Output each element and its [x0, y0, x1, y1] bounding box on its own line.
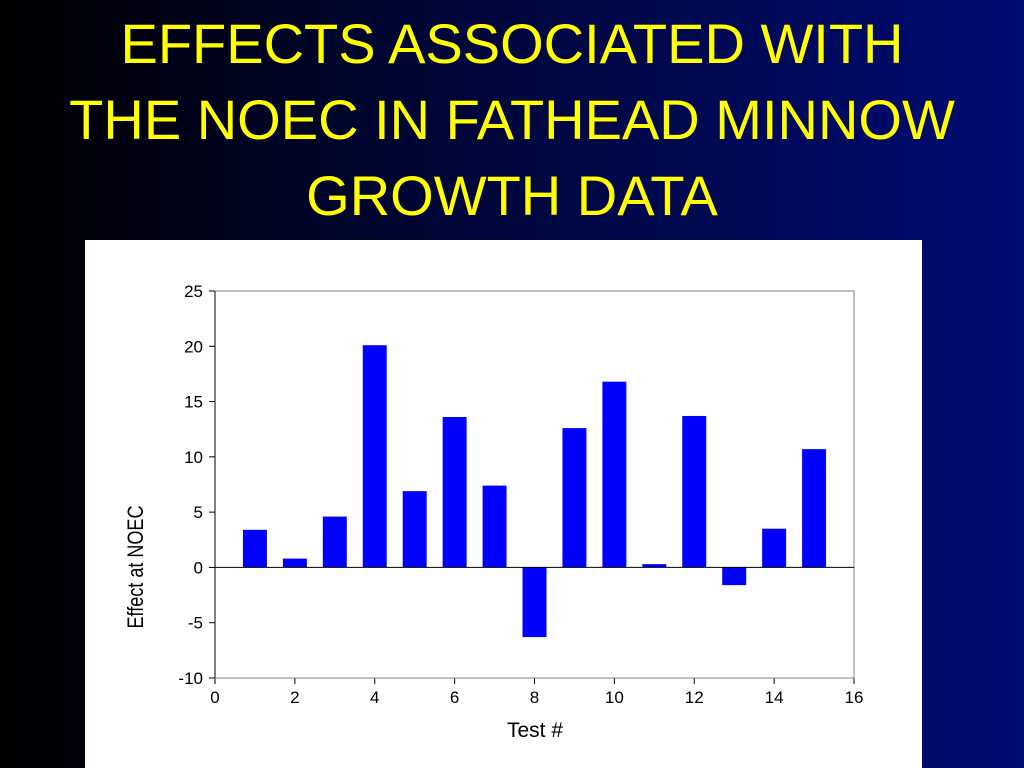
title-line-2: THE NOEC IN FATHEAD MINNOW — [69, 88, 955, 151]
y-tick-label: -5 — [188, 614, 203, 633]
axes — [214, 290, 855, 679]
bar — [362, 345, 387, 568]
x-tick-label: 6 — [450, 688, 459, 707]
bar — [602, 381, 627, 568]
title-line-1: EFFECTS ASSOCIATED WITH — [120, 12, 904, 75]
y-tick-label: 10 — [184, 448, 203, 467]
title-line-3: GROWTH DATA — [306, 164, 718, 227]
y-tick-label: 0 — [194, 558, 203, 577]
bar — [522, 567, 547, 638]
bar-series — [242, 345, 827, 638]
chart-svg: -10 -5 0 5 10 15 20 25 0 2 4 6 8 10 12 14 16 Test # Eff… — [124, 282, 863, 742]
x-axis-title: Test # — [507, 719, 563, 742]
x-tick-label: 16 — [845, 688, 864, 707]
y-tick-label: 20 — [184, 337, 203, 356]
slide-title: EFFECTS ASSOCIATED WITH THE NOEC IN FATH… — [0, 6, 1024, 234]
x-tick-label: 14 — [765, 688, 784, 707]
bar — [282, 558, 307, 568]
x-tick-label: 12 — [685, 688, 704, 707]
bar — [562, 428, 587, 568]
bar — [322, 516, 347, 568]
x-axis-ticks: 0 2 4 6 8 10 12 14 16 — [210, 678, 863, 707]
x-tick-label: 10 — [605, 688, 624, 707]
y-tick-label: 15 — [184, 393, 203, 412]
y-axis-title: Effect at NOEC — [124, 506, 148, 629]
chart-panel: -10 -5 0 5 10 15 20 25 0 2 4 6 8 10 12 14 16 Test # Eff… — [85, 240, 922, 768]
bar — [442, 417, 467, 568]
bar — [762, 528, 787, 568]
bar — [802, 449, 827, 568]
bar — [682, 415, 707, 568]
y-axis-ticks: -10 -5 0 5 10 15 20 25 — [178, 282, 215, 688]
x-tick-label: 2 — [290, 688, 299, 707]
bar — [482, 485, 507, 568]
x-tick-label: 4 — [370, 688, 379, 707]
bar — [402, 491, 427, 568]
x-tick-label: 0 — [210, 688, 219, 707]
bar — [242, 529, 267, 568]
bar — [722, 567, 747, 586]
x-tick-label: 8 — [530, 688, 539, 707]
y-tick-label: -10 — [178, 669, 203, 688]
y-tick-label: 5 — [194, 503, 203, 522]
bar — [642, 564, 667, 568]
y-tick-label: 25 — [184, 282, 203, 301]
